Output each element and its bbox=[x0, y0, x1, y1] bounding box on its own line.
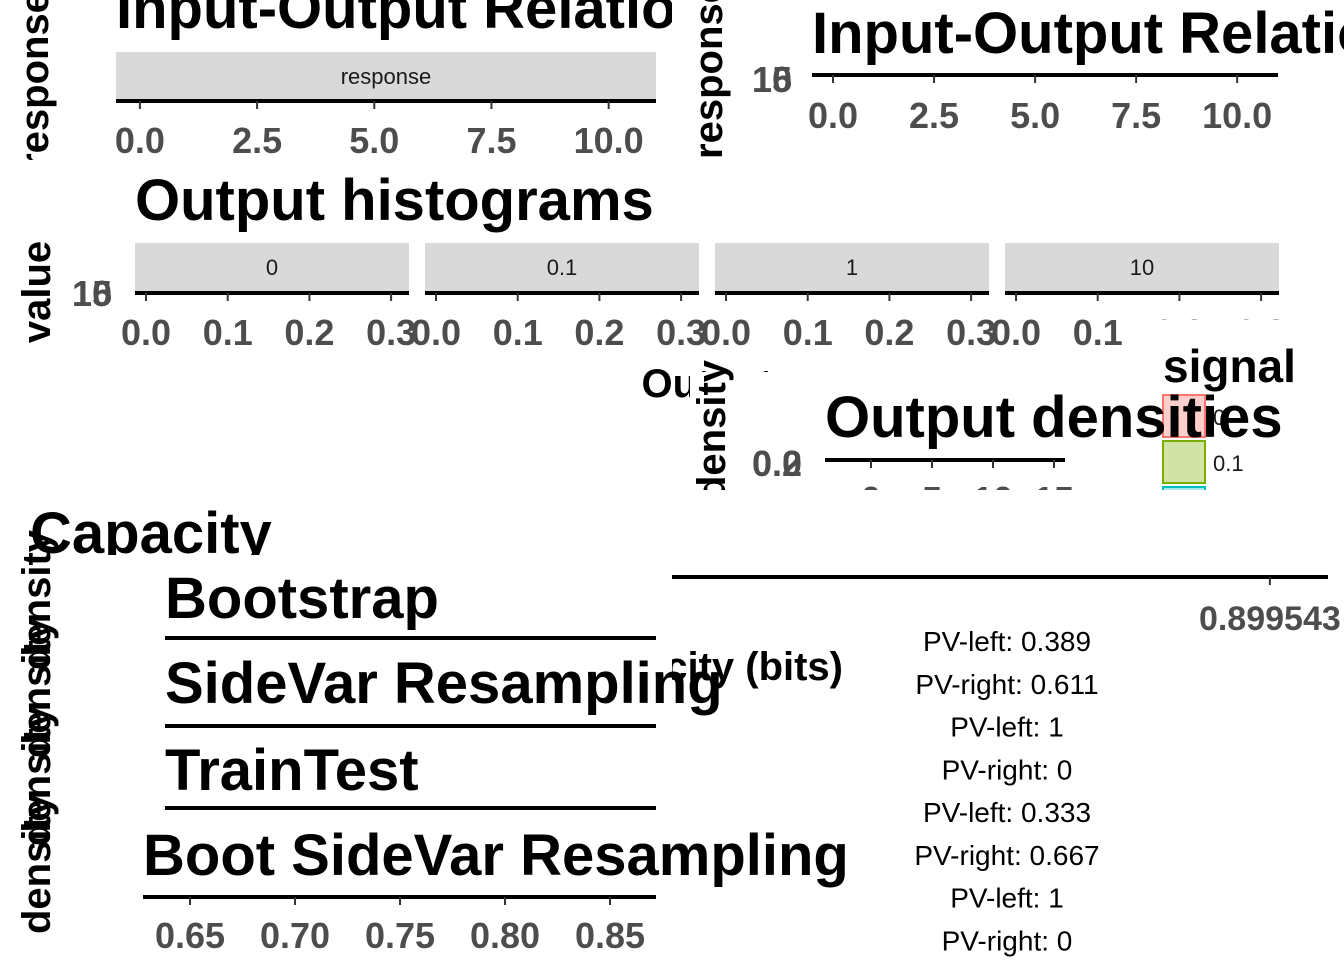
strip-label: 0 bbox=[266, 255, 278, 280]
chart-title: Output histograms bbox=[135, 168, 654, 233]
x-tick-label: 5.0 bbox=[349, 120, 399, 161]
strip bbox=[1005, 243, 1279, 291]
x-tick-label: 0.0 bbox=[411, 312, 461, 353]
x-axis-label: Signal - signal bbox=[909, 155, 1180, 199]
y-axis-label: density bbox=[15, 793, 59, 934]
panel-bg bbox=[690, 372, 1160, 490]
strip-label: 1 bbox=[846, 255, 858, 280]
legend-key bbox=[1162, 394, 1206, 438]
annotation: PV-right: 0 bbox=[942, 925, 1073, 956]
legend-key bbox=[1162, 486, 1206, 490]
x-tick-label: 0 bbox=[861, 479, 881, 520]
x-tick-label: 10.0 bbox=[1202, 95, 1272, 136]
x-tick-label: 0.899543 bbox=[1199, 600, 1341, 638]
x-tick-label: 0.0 bbox=[121, 312, 171, 353]
x-tick-label: 0.1 bbox=[203, 312, 253, 353]
x-tick-label: 10.0 bbox=[574, 120, 644, 161]
annotation: PV-left: 1 bbox=[950, 883, 1064, 914]
x-tick-label: 0.70 bbox=[260, 915, 330, 956]
x-tick-label: 15 bbox=[1034, 479, 1074, 520]
strip-label: 10 bbox=[1130, 255, 1154, 280]
x-tick-label: 5 bbox=[922, 479, 942, 520]
x-tick-label: 7.5 bbox=[1111, 95, 1161, 136]
x-tick-label: 0.0 bbox=[808, 95, 858, 136]
x-tick-label: 0.0 bbox=[991, 312, 1041, 353]
chart-title: Input-Output Relationship bbox=[116, 0, 831, 41]
annotation: PV-left: 0.389 bbox=[923, 626, 1091, 657]
panel-bg bbox=[0, 555, 672, 960]
annotation: PV-left: 1 bbox=[950, 712, 1064, 743]
y-tick-label: 10 bbox=[752, 59, 792, 100]
panel-facets: density Bootstrap density SideVar Resamplin… bbox=[0, 529, 849, 960]
x-tick-label: 0.1 bbox=[493, 312, 543, 353]
x-tick-label: 0.2 bbox=[574, 312, 624, 353]
annotation: PV-right: 0.667 bbox=[914, 840, 1099, 871]
x-tick-label: 7.5 bbox=[466, 120, 516, 161]
x-tick-label: 0.85 bbox=[575, 915, 645, 956]
legend-bg bbox=[1150, 320, 1344, 490]
annotation: PV-right: 0 bbox=[942, 754, 1073, 785]
chart-title: Input-Output Relationship bbox=[812, 1, 1344, 66]
y-axis-label: density bbox=[15, 617, 59, 758]
chart-title: TrainTest bbox=[165, 738, 419, 803]
x-tick-label: 0.1 bbox=[783, 312, 833, 353]
legend-label: 0.1 bbox=[1213, 451, 1244, 476]
x-tick-label: 0.0 bbox=[701, 312, 751, 353]
y-axis-label: density bbox=[15, 705, 59, 846]
chart-title: Bootstrap bbox=[165, 566, 439, 631]
x-tick-label: 0.75 bbox=[365, 915, 435, 956]
x-tick-label: 0.3 bbox=[656, 312, 706, 353]
legend-title: signal bbox=[1163, 340, 1296, 392]
strip bbox=[715, 243, 989, 291]
y-tick-label: 0.2 bbox=[752, 443, 802, 484]
strip-label: 0.1 bbox=[547, 255, 578, 280]
annotation: PV-left: 0.333 bbox=[923, 797, 1091, 828]
strip bbox=[425, 243, 699, 291]
x-tick-label: 5.0 bbox=[1010, 95, 1060, 136]
y-tick-label: 0.0 bbox=[752, 443, 802, 484]
y-axis-label: response bbox=[13, 0, 57, 169]
x-tick-label: 0.0 bbox=[115, 120, 165, 161]
y-axis-label: density bbox=[15, 529, 59, 670]
chart-title: Output densities bbox=[825, 385, 1283, 450]
y-tick-label: 15 bbox=[72, 273, 112, 314]
strip bbox=[116, 52, 656, 100]
x-tick-label: 2.5 bbox=[232, 120, 282, 161]
legend-key bbox=[1162, 440, 1206, 484]
x-tick-label: 10 bbox=[973, 479, 1013, 520]
chart-title: SideVar Resampling bbox=[165, 651, 723, 716]
x-tick-label: 0.2 bbox=[864, 312, 914, 353]
strip bbox=[135, 243, 409, 291]
y-tick-label: 10 bbox=[72, 273, 112, 314]
legend-label: 0 bbox=[1213, 405, 1225, 430]
x-tick-label: 0.1 bbox=[1073, 312, 1123, 353]
strip-label: response bbox=[341, 64, 432, 89]
x-tick-label: 0.80 bbox=[470, 915, 540, 956]
x-tick-label: 0.2 bbox=[284, 312, 334, 353]
y-axis-label: density bbox=[690, 359, 734, 500]
x-tick-label: 0.65 bbox=[155, 915, 225, 956]
chart-title: Boot SideVar Resampling bbox=[143, 823, 849, 888]
x-tick-label: 0.3 bbox=[946, 312, 996, 353]
annotation: PV-right: 0.611 bbox=[915, 669, 1098, 700]
x-tick-label: 2.5 bbox=[909, 95, 959, 136]
y-axis-label: response bbox=[687, 0, 731, 159]
x-tick-label: 0.3 bbox=[366, 312, 416, 353]
y-axis-label: value bbox=[15, 241, 59, 343]
y-tick-label: 15 bbox=[752, 59, 792, 100]
